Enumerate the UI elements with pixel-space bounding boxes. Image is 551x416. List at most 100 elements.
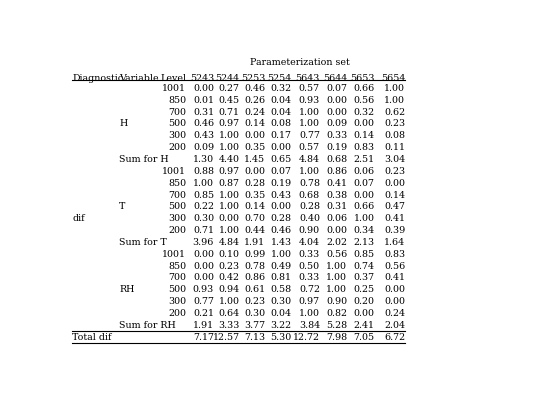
Text: 5244: 5244 xyxy=(215,74,240,83)
Text: 0.14: 0.14 xyxy=(244,119,266,129)
Text: 4.04: 4.04 xyxy=(299,238,320,247)
Text: 0.21: 0.21 xyxy=(193,309,214,318)
Text: H: H xyxy=(119,119,127,129)
Text: 1.00: 1.00 xyxy=(385,84,406,93)
Text: 0.62: 0.62 xyxy=(384,108,406,116)
Text: 0.74: 0.74 xyxy=(354,262,375,271)
Text: 1.00: 1.00 xyxy=(326,285,347,295)
Text: RH: RH xyxy=(119,285,134,295)
Text: 1001: 1001 xyxy=(163,167,186,176)
Text: 0.50: 0.50 xyxy=(299,262,320,271)
Text: 0.85: 0.85 xyxy=(193,191,214,200)
Text: 0.90: 0.90 xyxy=(326,297,347,306)
Text: 0.49: 0.49 xyxy=(271,262,292,271)
Text: 0.33: 0.33 xyxy=(299,273,320,282)
Text: 0.70: 0.70 xyxy=(244,214,266,223)
Text: 0.24: 0.24 xyxy=(244,108,266,116)
Text: 0.43: 0.43 xyxy=(271,191,292,200)
Text: 0.04: 0.04 xyxy=(271,96,292,105)
Text: 2.13: 2.13 xyxy=(354,238,375,247)
Text: 0.17: 0.17 xyxy=(271,131,292,140)
Text: 0.23: 0.23 xyxy=(384,167,406,176)
Text: 3.22: 3.22 xyxy=(271,321,292,330)
Text: 0.30: 0.30 xyxy=(193,214,214,223)
Text: 1001: 1001 xyxy=(163,84,186,93)
Text: 0.04: 0.04 xyxy=(271,108,292,116)
Text: 0.37: 0.37 xyxy=(354,273,375,282)
Text: 0.00: 0.00 xyxy=(385,297,406,306)
Text: 0.41: 0.41 xyxy=(326,179,347,188)
Text: 0.41: 0.41 xyxy=(385,273,406,282)
Text: 0.00: 0.00 xyxy=(193,84,214,93)
Text: 0.77: 0.77 xyxy=(299,131,320,140)
Text: 0.42: 0.42 xyxy=(219,273,240,282)
Text: 1.30: 1.30 xyxy=(193,155,214,164)
Text: 0.83: 0.83 xyxy=(354,143,375,152)
Text: 0.78: 0.78 xyxy=(244,262,266,271)
Text: 0.06: 0.06 xyxy=(326,214,347,223)
Text: 0.97: 0.97 xyxy=(219,167,240,176)
Text: 0.22: 0.22 xyxy=(193,202,214,211)
Text: 4.40: 4.40 xyxy=(219,155,240,164)
Text: 0.94: 0.94 xyxy=(219,285,240,295)
Text: 0.00: 0.00 xyxy=(244,131,266,140)
Text: 0.81: 0.81 xyxy=(271,273,292,282)
Text: 1.00: 1.00 xyxy=(299,309,320,318)
Text: 0.08: 0.08 xyxy=(385,131,406,140)
Text: 0.20: 0.20 xyxy=(354,297,375,306)
Text: 5243: 5243 xyxy=(190,74,214,83)
Text: 0.64: 0.64 xyxy=(219,309,240,318)
Text: 1.00: 1.00 xyxy=(385,96,406,105)
Text: 0.14: 0.14 xyxy=(244,202,266,211)
Text: 0.23: 0.23 xyxy=(244,297,266,306)
Text: Diagnostic: Diagnostic xyxy=(72,74,123,83)
Text: 7.13: 7.13 xyxy=(244,333,266,342)
Text: 0.77: 0.77 xyxy=(193,297,214,306)
Text: 0.30: 0.30 xyxy=(244,309,266,318)
Text: Sum for T: Sum for T xyxy=(119,238,167,247)
Text: 0.88: 0.88 xyxy=(193,167,214,176)
Text: 0.11: 0.11 xyxy=(385,143,406,152)
Text: 0.14: 0.14 xyxy=(354,131,375,140)
Text: 200: 200 xyxy=(168,309,186,318)
Text: 0.07: 0.07 xyxy=(271,167,292,176)
Text: 3.77: 3.77 xyxy=(244,321,266,330)
Text: 0.27: 0.27 xyxy=(219,84,240,93)
Text: 12.72: 12.72 xyxy=(293,333,320,342)
Text: 700: 700 xyxy=(168,108,186,116)
Text: 0.85: 0.85 xyxy=(354,250,375,259)
Text: 0.00: 0.00 xyxy=(271,143,292,152)
Text: 0.00: 0.00 xyxy=(326,108,347,116)
Text: 0.00: 0.00 xyxy=(193,273,214,282)
Text: 5.30: 5.30 xyxy=(271,333,292,342)
Text: 0.00: 0.00 xyxy=(193,262,214,271)
Text: 7.17: 7.17 xyxy=(193,333,214,342)
Text: 0.07: 0.07 xyxy=(354,179,375,188)
Text: 0.19: 0.19 xyxy=(326,143,347,152)
Text: 0.07: 0.07 xyxy=(326,84,347,93)
Text: 0.41: 0.41 xyxy=(385,214,406,223)
Text: 1.91: 1.91 xyxy=(193,321,214,330)
Text: 850: 850 xyxy=(168,96,186,105)
Text: 2.02: 2.02 xyxy=(326,238,347,247)
Text: 1.00: 1.00 xyxy=(326,273,347,282)
Text: 0.83: 0.83 xyxy=(384,250,406,259)
Text: 1001: 1001 xyxy=(163,250,186,259)
Text: 0.00: 0.00 xyxy=(354,191,375,200)
Text: 0.00: 0.00 xyxy=(271,202,292,211)
Text: 0.90: 0.90 xyxy=(299,226,320,235)
Text: 1.91: 1.91 xyxy=(244,238,266,247)
Text: 0.32: 0.32 xyxy=(271,84,292,93)
Text: 0.46: 0.46 xyxy=(193,119,214,129)
Text: 0.14: 0.14 xyxy=(385,191,406,200)
Text: Sum for RH: Sum for RH xyxy=(119,321,176,330)
Text: 0.09: 0.09 xyxy=(193,143,214,152)
Text: 0.01: 0.01 xyxy=(193,96,214,105)
Text: 0.24: 0.24 xyxy=(385,309,406,318)
Text: 1.00: 1.00 xyxy=(219,131,240,140)
Text: 0.71: 0.71 xyxy=(219,108,240,116)
Text: Sum for H: Sum for H xyxy=(119,155,169,164)
Text: 0.06: 0.06 xyxy=(354,167,375,176)
Text: 5644: 5644 xyxy=(323,74,347,83)
Text: 200: 200 xyxy=(168,226,186,235)
